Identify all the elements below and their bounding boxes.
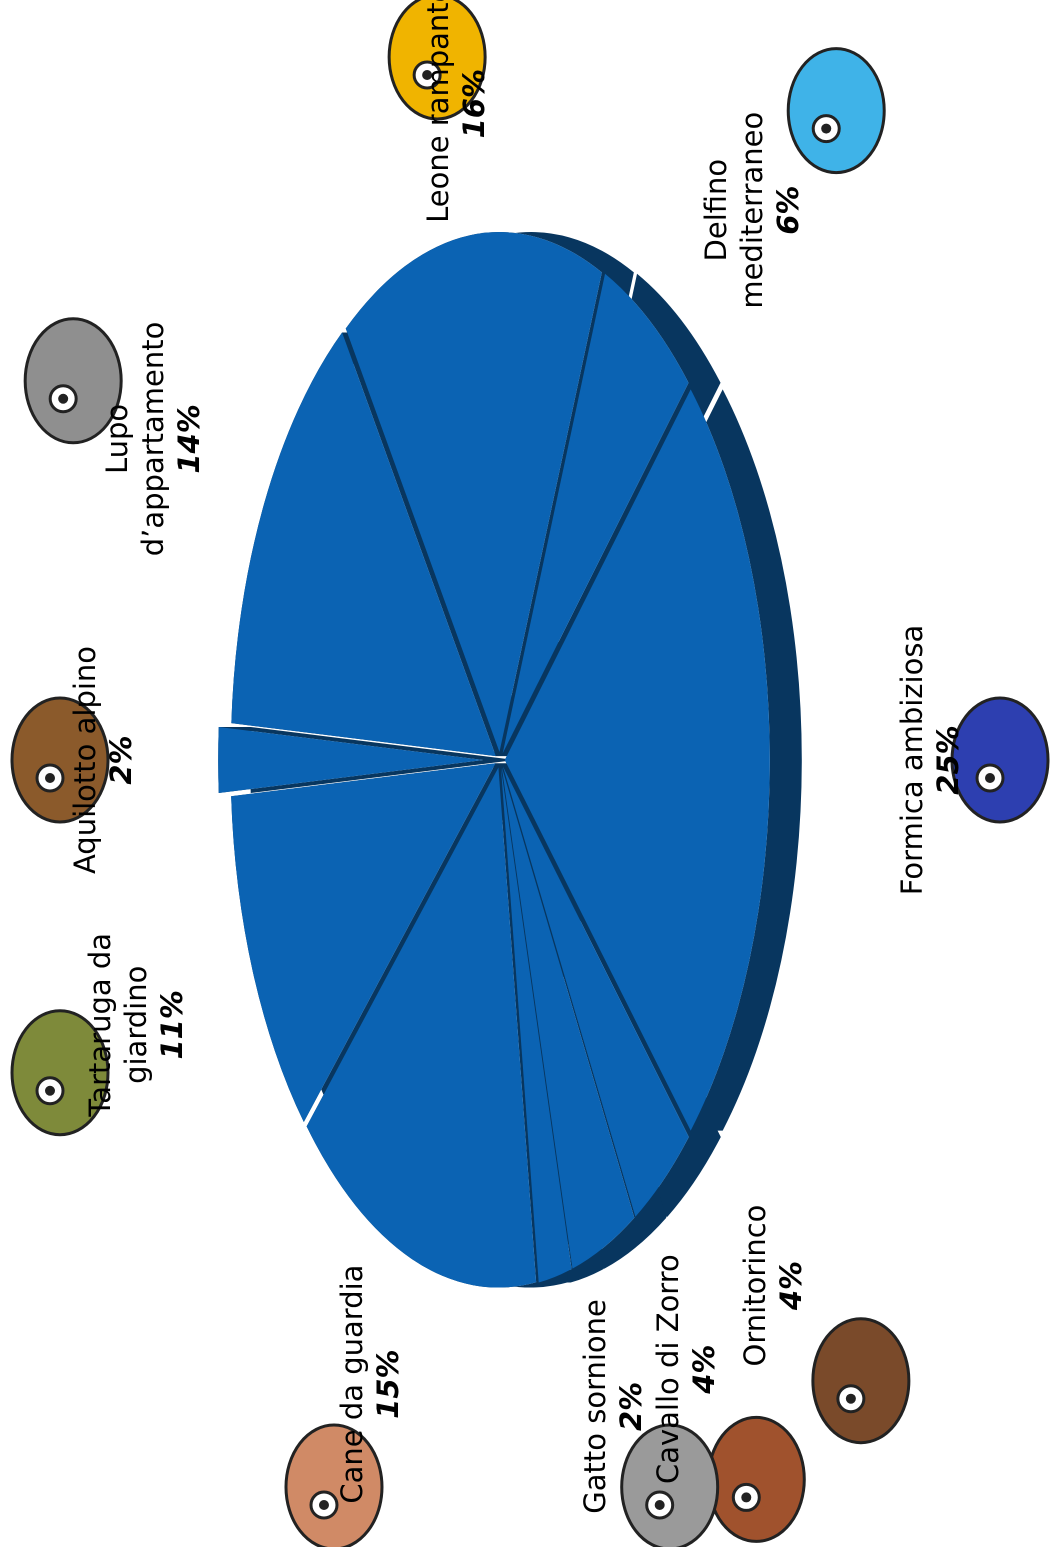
icon-body (10, 1009, 110, 1137)
icon-body (10, 696, 110, 824)
animal-icon (950, 696, 1050, 824)
icon-pupil (422, 70, 433, 80)
value-label: 11% (154, 990, 189, 1060)
icon-body (620, 1423, 720, 1547)
category-label: Aquilotto alpino (67, 645, 102, 875)
icon-pupil (985, 773, 995, 783)
animal-icon (284, 1423, 384, 1547)
icon-body (284, 1423, 384, 1547)
category-label: Tartaruga da giardino (82, 932, 153, 1117)
value-label: 6% (771, 185, 806, 235)
slice-label: Ornitorinco 4% (737, 1136, 809, 1436)
icon-body (23, 317, 123, 445)
icon-body (950, 696, 1050, 824)
category-label: Gatto sornione (578, 1299, 613, 1514)
animal-icon (786, 47, 886, 175)
icon-pupil (318, 1500, 329, 1510)
value-label: 14% (171, 404, 206, 474)
category-label: Delfino mediterraneo (699, 111, 770, 309)
slice (502, 273, 689, 754)
icon-body (786, 47, 886, 175)
category-label: Formica ambiziosa (894, 624, 929, 896)
category-label: Lupo d’appartamento (99, 321, 170, 557)
animal-icon (10, 1009, 110, 1137)
value-label: 25% (930, 725, 965, 795)
value-label: 4% (773, 1260, 808, 1311)
category-label: Cane da guardia (334, 1264, 369, 1504)
category-label: Cavallo di Zorro (650, 1254, 685, 1485)
animal-icon (23, 317, 123, 445)
icon-body (706, 1415, 806, 1543)
slice (504, 389, 770, 1131)
slice (502, 766, 689, 1217)
slice-label: Cane da guardia 15% (334, 1234, 406, 1534)
icon-pupil (45, 1085, 55, 1096)
animal-icon (10, 696, 110, 824)
animal-icon (811, 1317, 911, 1445)
slice-label: Leone rampante 16% (420, 0, 492, 254)
icon-pupil (654, 1500, 665, 1510)
slice-label: Tartaruga da giardino 11% (82, 875, 190, 1175)
animal-icon (706, 1415, 806, 1543)
slice-label: Lupo d’appartamento 14% (99, 289, 207, 589)
slice (306, 767, 537, 1288)
slice-label: Gatto sornione 2% (577, 1256, 649, 1556)
icon-body (387, 0, 487, 121)
icon-body (811, 1317, 911, 1445)
slice-label: Delfino mediterraneo 6% (698, 60, 806, 360)
icon-pupil (45, 773, 55, 783)
icon-pupil (845, 1393, 856, 1404)
icon-pupil (58, 393, 69, 404)
value-label: 4% (686, 1344, 721, 1394)
value-label: 2% (103, 735, 138, 785)
pie-tops (218, 232, 770, 1288)
slice (231, 763, 496, 1123)
icon-pupil (821, 123, 832, 134)
slice (500, 767, 572, 1283)
value-label: 16% (456, 68, 491, 139)
slice (218, 727, 484, 793)
slice (231, 332, 496, 757)
slice (501, 767, 635, 1269)
slice-label: Aquilotto alpino 2% (67, 610, 139, 910)
animal-icon (620, 1423, 720, 1547)
slice-label: Formica ambiziosa 25% (894, 610, 966, 910)
slice (345, 232, 602, 753)
category-label: Leone rampante (420, 0, 455, 223)
icon-pupil (741, 1492, 752, 1503)
value-label: 15% (370, 1349, 405, 1419)
animal-icon (387, 0, 487, 121)
value-label: 2% (614, 1381, 649, 1432)
slice-label: Cavallo di Zorro 4% (650, 1219, 722, 1519)
category-label: Ornitorinco (737, 1204, 772, 1367)
